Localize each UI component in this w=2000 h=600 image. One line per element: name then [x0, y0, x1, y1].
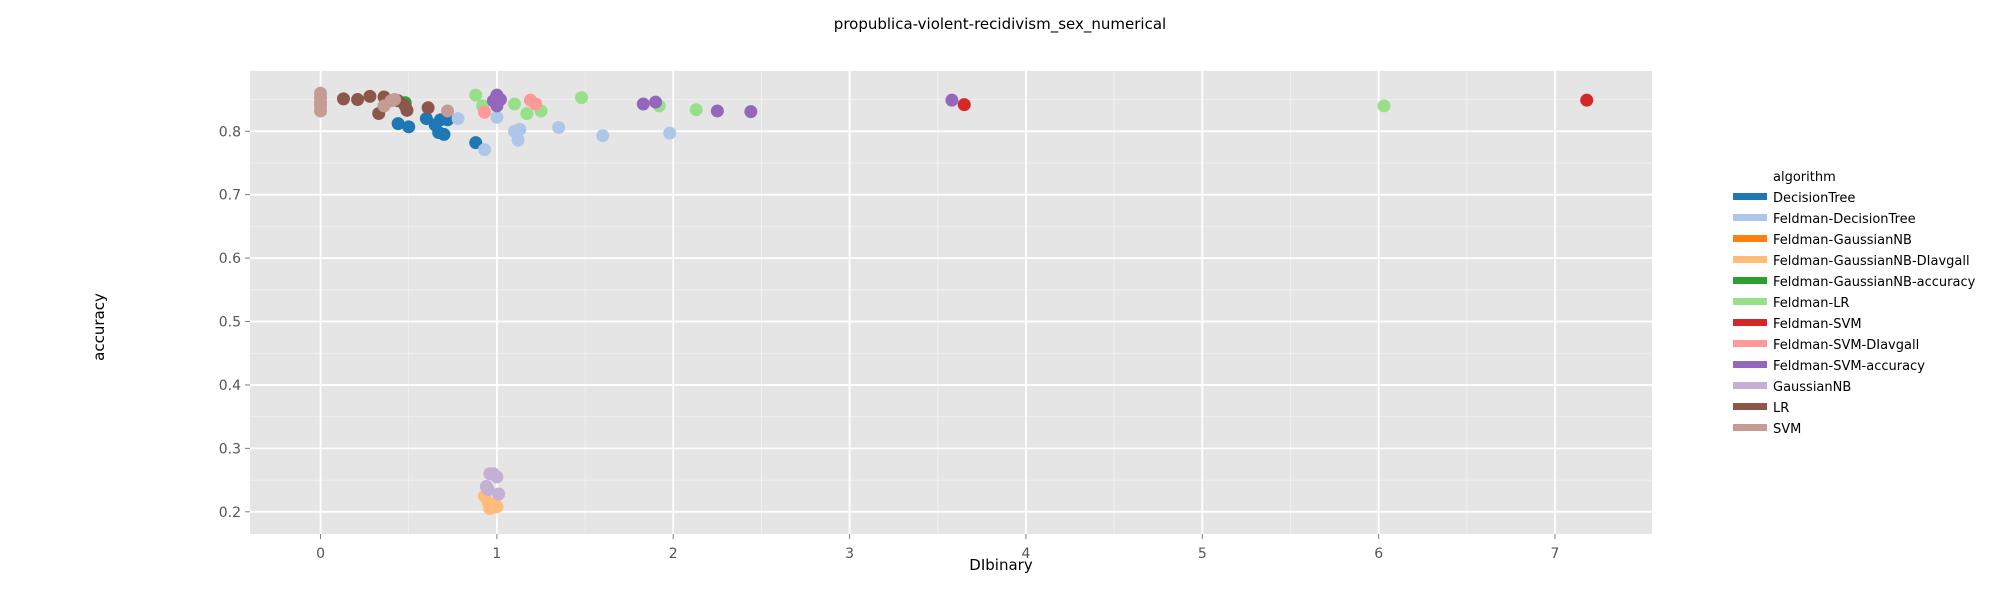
legend-title: algorithm — [1773, 170, 1836, 185]
x-tick-label: 5 — [1198, 546, 1207, 562]
legend-label-decisiontree: DecisionTree — [1773, 191, 1855, 206]
point-feldman-lr — [469, 88, 483, 102]
legend-swatch-decisiontree — [1733, 193, 1767, 200]
x-tick-label: 3 — [845, 546, 854, 562]
point-gaussiannb — [490, 470, 504, 484]
y-tick-label: 0.8 — [219, 124, 241, 140]
point-decisiontree — [437, 127, 451, 141]
point-lr — [421, 101, 435, 115]
point-decisiontree — [441, 113, 455, 127]
y-tick-label: 0.7 — [219, 188, 241, 204]
point-feldman-svm-accuracy — [744, 105, 758, 119]
point-feldman-lr — [508, 97, 522, 111]
point-decisiontree — [469, 136, 483, 150]
plot-area — [250, 71, 1652, 534]
point-lr — [336, 92, 350, 106]
x-tick-label: 7 — [1551, 546, 1560, 562]
x-tick-label: 4 — [1021, 546, 1030, 562]
legend-swatch-feldman-gaussiannb — [1733, 235, 1767, 242]
point-svm — [441, 104, 455, 118]
point-gaussiannb — [492, 487, 506, 501]
point-feldman-lr — [575, 91, 589, 105]
point-feldman-decisiontree — [513, 122, 527, 136]
point-feldman-svm-accuracy — [649, 95, 663, 109]
x-tick-label: 1 — [492, 546, 501, 562]
legend-swatch-feldman-svm-accuracy — [1733, 361, 1767, 368]
legend-label-feldman-lr: Feldman-LR — [1773, 296, 1849, 311]
point-feldman-gaussiannb-diavgall — [490, 500, 504, 514]
point-feldman-decisiontree — [451, 112, 465, 126]
legend-swatch-lr — [1733, 403, 1767, 410]
point-feldman-decisiontree — [490, 110, 504, 124]
point-decisiontree — [391, 117, 405, 131]
point-feldman-svm — [1580, 93, 1594, 107]
y-tick-label: 0.2 — [219, 505, 241, 521]
point-svm — [314, 104, 328, 118]
y-axis-label: accuracy — [90, 293, 108, 361]
point-feldman-svm-accuracy — [945, 93, 959, 107]
legend-label-lr: LR — [1773, 401, 1789, 416]
point-feldman-svm-accuracy — [710, 104, 724, 118]
axis-ticks: 0 1 2 3 4 5 6 7 0.2 0.3 0.4 0.5 0.6 0.7 0.8 — [219, 124, 1560, 562]
legend-swatch-gaussiannb — [1733, 382, 1767, 389]
point-lr — [363, 89, 377, 103]
y-tick-label: 0.3 — [219, 441, 241, 457]
point-lr — [351, 93, 365, 107]
x-axis-label: DIbinary — [969, 556, 1033, 574]
data-points — [314, 86, 1594, 516]
point-svm — [388, 93, 402, 107]
legend-swatch-feldman-svm-diavgall — [1733, 340, 1767, 347]
legend-label-feldman-gaussiannb-diavgall: Feldman-GaussianNB-DIavgall — [1773, 254, 1970, 269]
point-feldman-decisiontree — [596, 129, 610, 143]
legend-label-feldman-gaussiannb: Feldman-GaussianNB — [1773, 233, 1912, 248]
point-gaussiannb — [481, 483, 495, 497]
point-feldman-decisiontree — [511, 133, 525, 147]
point-feldman-decisiontree — [663, 126, 677, 140]
point-lr — [400, 103, 414, 117]
point-feldman-svm-diavgall — [478, 105, 492, 119]
point-feldman-lr — [520, 106, 534, 120]
legend-swatch-feldman-lr — [1733, 298, 1767, 305]
chart-title: propublica-violent-recidivism_sex_numeri… — [834, 15, 1166, 34]
x-tick-label: 0 — [316, 546, 325, 562]
y-tick-label: 0.4 — [219, 378, 241, 394]
legend-label-feldman-svm-diavgall: Feldman-SVM-DIavgall — [1773, 338, 1919, 353]
legend-swatch-feldman-svm — [1733, 319, 1767, 326]
legend-label-feldman-svm-accuracy: Feldman-SVM-accuracy — [1773, 359, 1925, 374]
point-decisiontree — [402, 120, 416, 134]
point-feldman-decisiontree — [552, 120, 566, 134]
x-tick-label: 2 — [669, 546, 678, 562]
legend-label-svm: SVM — [1773, 422, 1801, 437]
x-tick-label: 6 — [1374, 546, 1383, 562]
legend-label-feldman-decisiontree: Feldman-DecisionTree — [1773, 212, 1916, 227]
y-tick-label: 0.6 — [219, 251, 241, 267]
point-feldman-decisiontree — [478, 143, 492, 157]
point-feldman-lr — [689, 103, 703, 117]
legend-swatch-feldman-gaussiannb-accuracy — [1733, 277, 1767, 284]
legend-swatch-feldman-gaussiannb-diavgall — [1733, 256, 1767, 263]
point-feldman-svm-accuracy — [493, 93, 507, 107]
legend-swatch-feldman-decisiontree — [1733, 214, 1767, 221]
legend-label-feldman-svm: Feldman-SVM — [1773, 317, 1862, 332]
point-feldman-lr — [1377, 99, 1391, 113]
legend-swatch-svm — [1733, 424, 1767, 431]
point-feldman-svm — [957, 98, 971, 112]
point-feldman-svm-diavgall — [529, 97, 543, 111]
point-feldman-svm-accuracy — [636, 97, 650, 111]
legend-label-gaussiannb: GaussianNB — [1773, 380, 1851, 395]
y-tick-label: 0.5 — [219, 315, 241, 331]
legend: algorithm DecisionTree Feldman-DecisionTr… — [1733, 170, 1976, 437]
legend-label-feldman-gaussiannb-accuracy: Feldman-GaussianNB-accuracy — [1773, 275, 1976, 290]
